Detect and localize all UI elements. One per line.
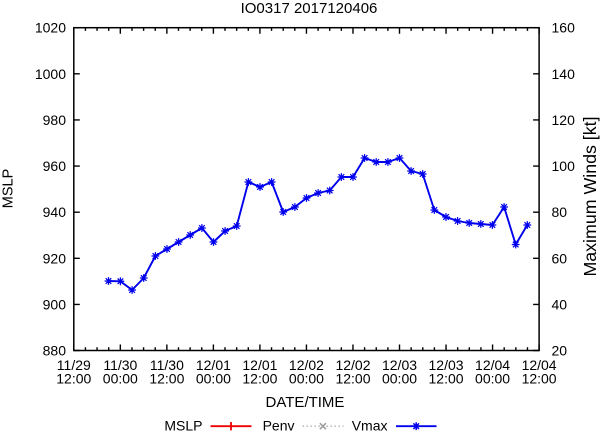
svg-text:12:00: 12:00 — [242, 371, 277, 387]
svg-text:DATE/TIME: DATE/TIME — [266, 394, 345, 411]
svg-text:IO0317 2017120406: IO0317 2017120406 — [241, 0, 378, 17]
svg-text:80: 80 — [552, 204, 568, 220]
svg-text:MSLP: MSLP — [1, 169, 17, 209]
svg-text:40: 40 — [552, 296, 568, 312]
svg-text:960: 960 — [43, 158, 67, 174]
svg-text:60: 60 — [552, 250, 568, 266]
svg-text:920: 920 — [43, 250, 67, 266]
svg-text:00:00: 00:00 — [475, 371, 510, 387]
svg-text:160: 160 — [552, 20, 576, 36]
svg-text:Vmax: Vmax — [352, 418, 388, 432]
svg-text:120: 120 — [552, 112, 576, 128]
svg-text:900: 900 — [43, 296, 67, 312]
svg-text:12/04: 12/04 — [475, 357, 510, 373]
svg-text:12/03: 12/03 — [382, 357, 417, 373]
svg-text:12:00: 12:00 — [335, 371, 370, 387]
svg-text:12/02: 12/02 — [289, 357, 324, 373]
svg-text:1020: 1020 — [35, 20, 66, 36]
svg-text:11/29: 11/29 — [57, 357, 91, 373]
svg-text:Penv: Penv — [263, 418, 295, 432]
svg-text:1000: 1000 — [35, 66, 66, 82]
svg-text:11/30: 11/30 — [103, 357, 137, 373]
svg-text:00:00: 00:00 — [289, 371, 324, 387]
svg-text:12/01: 12/01 — [196, 357, 231, 373]
svg-text:12:00: 12:00 — [56, 371, 91, 387]
svg-text:12/04: 12/04 — [522, 357, 557, 373]
svg-text:12:00: 12:00 — [149, 371, 184, 387]
svg-text:140: 140 — [552, 66, 576, 82]
svg-text:20: 20 — [552, 343, 568, 359]
svg-text:00:00: 00:00 — [196, 371, 231, 387]
svg-text:12/02: 12/02 — [335, 357, 370, 373]
svg-text:12:00: 12:00 — [429, 371, 464, 387]
svg-text:12/01: 12/01 — [242, 357, 277, 373]
svg-text:100: 100 — [552, 158, 576, 174]
svg-text:00:00: 00:00 — [103, 371, 138, 387]
svg-text:11/30: 11/30 — [150, 357, 184, 373]
svg-text:00:00: 00:00 — [382, 371, 417, 387]
svg-text:880: 880 — [43, 343, 67, 359]
svg-text:12:00: 12:00 — [522, 371, 557, 387]
svg-text:12/03: 12/03 — [429, 357, 464, 373]
svg-text:980: 980 — [43, 112, 67, 128]
svg-text:MSLP: MSLP — [164, 418, 202, 432]
svg-text:940: 940 — [43, 204, 67, 220]
svg-text:Maximum Winds [kt]: Maximum Winds [kt] — [580, 116, 600, 276]
